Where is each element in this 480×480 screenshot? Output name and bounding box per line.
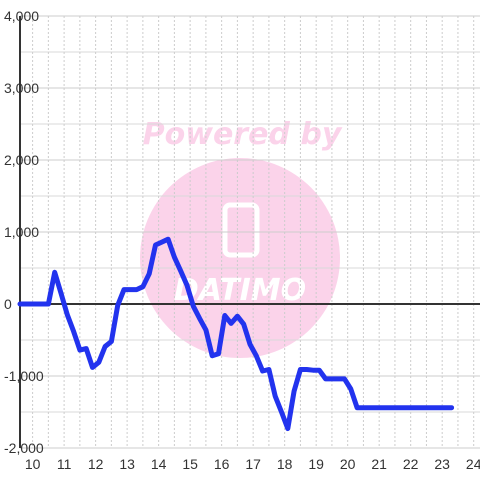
series-layer: [17, 236, 455, 432]
y-axis-ticks: -2,000 -1,000 0 1,000 2,000 3,000 4,000: [4, 8, 44, 456]
y-tick-label: 0: [4, 296, 12, 312]
grid-major-lines: [20, 15, 480, 449]
watermark-logo-text: DATIMO: [174, 273, 306, 308]
x-tick-label: 12: [88, 456, 104, 472]
watermark-circle: [140, 158, 340, 358]
series-line-0: [17, 236, 455, 432]
x-tick-label: 18: [277, 456, 293, 472]
axes: [19, 16, 480, 448]
x-tick-label: 20: [340, 456, 356, 472]
x-tick-label: 15: [182, 456, 198, 472]
x-axis-ticks: 10 11 12 13 14 15 16 17 18 19 20 21 22 23 24: [25, 456, 480, 472]
y-tick-label: 3,000: [4, 80, 39, 96]
x-tick-label: 17: [245, 456, 261, 472]
y-tick-label: 1,000: [4, 224, 39, 240]
y-tick-label: 2,000: [4, 152, 39, 168]
x-tick-label: 16: [214, 456, 230, 472]
y-tick-label: -1,000: [4, 368, 44, 384]
watermark-phone-icon: [222, 202, 260, 258]
x-tick-label: 13: [119, 456, 135, 472]
y-tick-label: 4,000: [4, 8, 39, 24]
x-tick-label: 19: [308, 456, 324, 472]
y-tick-label: -2,000: [4, 440, 44, 456]
x-tick-label: 21: [371, 456, 387, 472]
x-tick-label: 23: [434, 456, 450, 472]
x-tick-label: 11: [57, 456, 72, 472]
watermark-text: Powered by: [143, 117, 343, 152]
x-tick-label: 22: [403, 456, 419, 472]
x-tick-label: 10: [25, 456, 41, 472]
x-tick-label: 24: [466, 456, 480, 472]
x-tick-label: 14: [151, 456, 167, 472]
